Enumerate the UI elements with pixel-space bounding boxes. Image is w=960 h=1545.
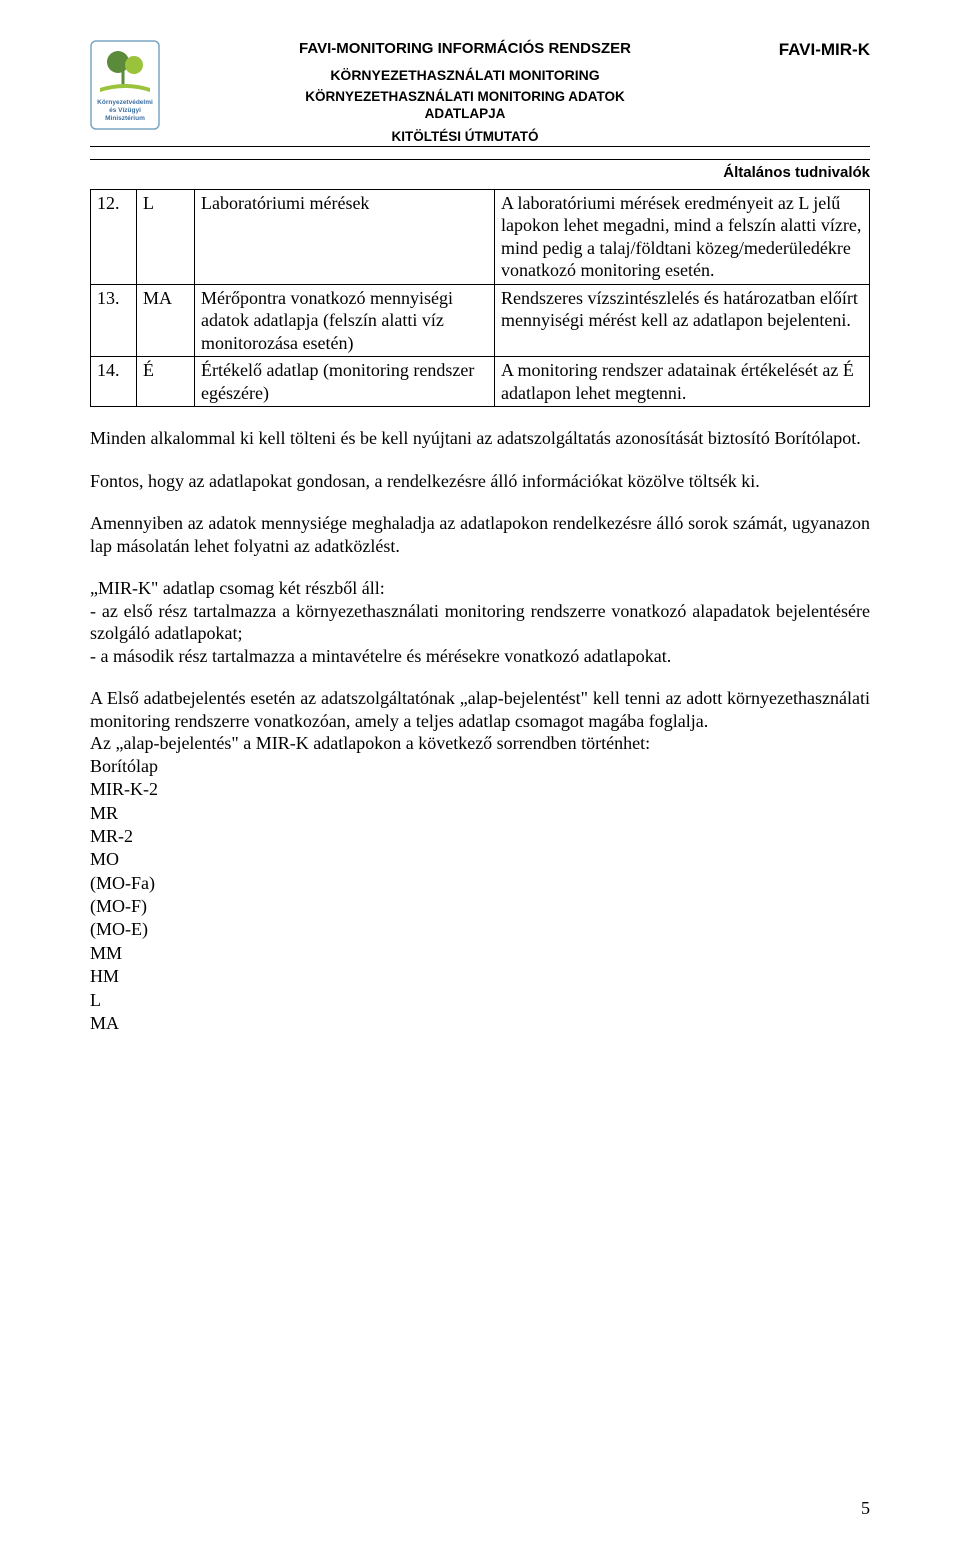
row-code: L xyxy=(137,189,195,284)
table-row: 12. L Laboratóriumi mérések A laboratóri… xyxy=(91,189,870,284)
table-row: 14. É Értékelő adatlap (monitoring rends… xyxy=(91,357,870,407)
p4-bullet-2: - a második rész tartalmazza a mintavéte… xyxy=(90,645,870,668)
table-row: 13. MA Mérőpontra vonatkozó mennyiségi a… xyxy=(91,284,870,357)
header-subtitle-2: KÖRNYEZETHASZNÁLATI MONITORING ADATOK AD… xyxy=(180,89,750,123)
header-subtitle-1: KÖRNYEZETHASZNÁLATI MONITORING xyxy=(180,67,750,83)
p4-intro: „MIR-K" adatlap csomag két részből áll: xyxy=(90,577,870,600)
row-name: Laboratóriumi mérések xyxy=(195,189,495,284)
header-separator-2 xyxy=(90,159,870,160)
paragraph-6: Az „alap-bejelentés" a MIR-K adatlapokon… xyxy=(90,732,870,755)
row-desc: Rendszeres vízszintészlelés és határozat… xyxy=(495,284,870,357)
sequence-item: MR-2 xyxy=(90,825,870,848)
sequence-item: Borítólap xyxy=(90,755,870,778)
paragraph-2: Fontos, hogy az adatlapokat gondosan, a … xyxy=(90,470,870,493)
page-header: Környezetvédelmi és Vízügyi Minisztérium… xyxy=(90,40,870,181)
sequence-item: MO xyxy=(90,848,870,871)
sequence-list: Borítólap MIR-K-2 MR MR-2 MO (MO-Fa) (MO… xyxy=(90,755,870,1036)
sequence-item: L xyxy=(90,989,870,1012)
sequence-item: (MO-E) xyxy=(90,918,870,941)
row-desc: A laboratóriumi mérések eredményeit az L… xyxy=(495,189,870,284)
row-num: 13. xyxy=(91,284,137,357)
paragraph-3: Amennyiben az adatok mennysiége meghalad… xyxy=(90,512,870,557)
logo-block: Környezetvédelmi és Vízügyi Minisztérium xyxy=(90,40,160,130)
svg-text:Környezetvédelmi: Környezetvédelmi xyxy=(97,99,153,106)
subtitle2-line1: KÖRNYEZETHASZNÁLATI MONITORING ADATOK xyxy=(305,89,625,104)
row-name: Mérőpontra vonatkozó mennyiségi adatok a… xyxy=(195,284,495,357)
paragraph-4: „MIR-K" adatlap csomag két részből áll: … xyxy=(90,577,870,667)
header-doc-code: FAVI-MIR-K xyxy=(750,40,870,60)
paragraph-5: A Első adatbejelentés esetén az adatszol… xyxy=(90,687,870,732)
sequence-item: (MO-F) xyxy=(90,895,870,918)
header-subtitle-3: KITÖLTÉSI ÚTMUTATÓ xyxy=(180,129,750,144)
section-label: Általános tudnivalók xyxy=(90,164,870,181)
logo-icon: Környezetvédelmi és Vízügyi Minisztérium xyxy=(90,40,160,130)
paragraph-1: Minden alkalommal ki kell tölteni és be … xyxy=(90,427,870,450)
sequence-item: (MO-Fa) xyxy=(90,872,870,895)
row-name: Értékelő adatlap (monitoring rendszer eg… xyxy=(195,357,495,407)
sequence-item: MIR-K-2 xyxy=(90,778,870,801)
header-system-title: FAVI-MONITORING INFORMÁCIÓS RENDSZER xyxy=(180,40,750,57)
header-row: Környezetvédelmi és Vízügyi Minisztérium… xyxy=(90,40,870,144)
datasheet-table: 12. L Laboratóriumi mérések A laboratóri… xyxy=(90,189,870,408)
svg-text:és Vízügyi: és Vízügyi xyxy=(109,107,141,114)
sequence-item: MR xyxy=(90,802,870,825)
sequence-item: MM xyxy=(90,942,870,965)
svg-text:Minisztérium: Minisztérium xyxy=(105,115,145,122)
page-number: 5 xyxy=(861,1498,870,1519)
sequence-item: HM xyxy=(90,965,870,988)
p4-bullet-1: - az első rész tartalmazza a környezetha… xyxy=(90,600,870,645)
row-desc: A monitoring rendszer adatainak értékelé… xyxy=(495,357,870,407)
header-center: FAVI-MONITORING INFORMÁCIÓS RENDSZER KÖR… xyxy=(180,40,750,144)
subtitle2-line2: ADATLAPJA xyxy=(425,106,506,121)
sequence-item: MA xyxy=(90,1012,870,1035)
page-container: Környezetvédelmi és Vízügyi Minisztérium… xyxy=(0,0,960,1075)
row-code: MA xyxy=(137,284,195,357)
row-code: É xyxy=(137,357,195,407)
header-separator-1 xyxy=(90,146,870,147)
row-num: 14. xyxy=(91,357,137,407)
row-num: 12. xyxy=(91,189,137,284)
